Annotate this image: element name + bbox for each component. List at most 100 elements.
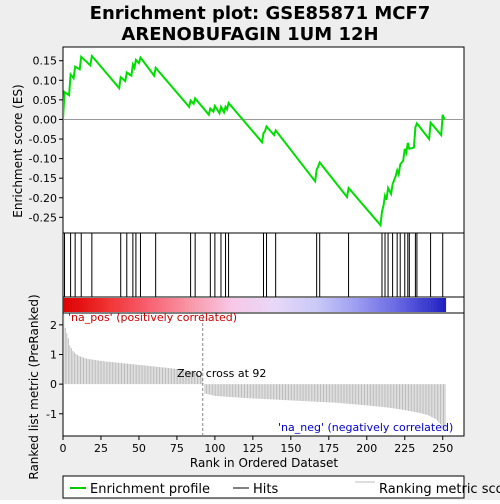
gradient-segment (365, 298, 368, 312)
gradient-segment (391, 298, 393, 312)
gradient-segment (211, 298, 214, 312)
gradient-segment (251, 298, 254, 312)
gradient-segment (84, 298, 87, 312)
gradient-segment (413, 298, 416, 312)
gradient-segment (426, 298, 428, 312)
gradient-segment (277, 298, 279, 312)
gradient-segment (140, 298, 143, 312)
gradient-segment (157, 298, 159, 312)
gradient-segment (409, 298, 412, 312)
gradient-segment (418, 298, 421, 312)
gradient-segment (363, 298, 366, 312)
gradient-segment (97, 298, 100, 312)
gradient-segment (208, 298, 211, 312)
es-panel (62, 46, 465, 234)
x-tick-label: 200 (356, 442, 377, 455)
gradient-segment (93, 298, 96, 312)
gradient-segment (167, 298, 170, 312)
gradient-segment (394, 298, 396, 312)
gradient-segment (298, 298, 301, 312)
gradient-segment (269, 298, 272, 312)
gradient-segment (347, 298, 349, 312)
gradient-segment (313, 298, 316, 312)
gradient-segment (213, 298, 216, 312)
gradient-segment (372, 298, 375, 312)
gradient-segment (324, 298, 327, 312)
gradient-segment (94, 298, 97, 312)
gradient-segment (339, 298, 342, 312)
gradient-segment (91, 298, 94, 312)
gradient-segment (340, 298, 343, 312)
gradient-segment (438, 298, 440, 312)
metric-y-axis: 2 1 0 -1 (46, 319, 63, 421)
gradient-segment (403, 298, 406, 312)
gradient-segment (252, 298, 255, 312)
legend-entry-label: Ranking metric scores (379, 482, 500, 497)
gradient-segment (64, 298, 67, 312)
gradient-segment (104, 298, 106, 312)
gradient-segment (163, 298, 166, 312)
es-y-tick-label: 0.10 (33, 74, 58, 87)
gradient-segment (389, 298, 392, 312)
gradient-segment (214, 298, 217, 312)
gradient-segment (111, 298, 114, 312)
gradient-segment (63, 298, 65, 312)
gradient-segment (66, 298, 68, 312)
gradient-segment (275, 298, 278, 312)
es-y-tick-label: 0.15 (33, 55, 58, 68)
gradient-segment (430, 298, 433, 312)
gradient-segment (70, 298, 73, 312)
x-tick-label: 150 (280, 442, 301, 455)
gradient-segment (419, 298, 422, 312)
gradient-segment (178, 298, 181, 312)
gradient-segment (328, 298, 331, 312)
gradient-segment (348, 298, 351, 312)
gradient-segment (299, 298, 302, 312)
gradient-segment (122, 298, 125, 312)
gradient-segment (225, 298, 228, 312)
gradient-segment (266, 298, 269, 312)
gradient-segment (357, 298, 360, 312)
gradient-segment (233, 298, 235, 312)
gradient-segment (85, 298, 88, 312)
gradient-segment (351, 298, 354, 312)
gradient-segment (441, 298, 444, 312)
gradient-segment (359, 298, 362, 312)
x-axis: 0 25 50 75 100 125 150 175 200 225 250 (60, 436, 453, 455)
gradient-segment (397, 298, 399, 312)
gradient-segment (79, 298, 82, 312)
gradient-segment (179, 298, 182, 312)
gradient-segment (377, 298, 380, 312)
gradient-segment (404, 298, 407, 312)
gradient-segment (432, 298, 434, 312)
gradient-segment (261, 298, 264, 312)
gradient-segment (76, 298, 79, 312)
gradient-segment (410, 298, 413, 312)
gradient-segment (143, 298, 146, 312)
gradient-segment (73, 298, 76, 312)
x-tick-label: 175 (318, 442, 339, 455)
gradient-segment (230, 298, 232, 312)
gradient-segment (164, 298, 167, 312)
gradient-segment (246, 298, 249, 312)
gradient-segment (375, 298, 378, 312)
chart-title-line2: ARENOBUFAGIN 1UM 12H (121, 24, 378, 45)
zero-cross-label: Zero cross at 92 (177, 367, 266, 380)
gradient-segment (120, 298, 123, 312)
gradient-segment (243, 298, 246, 312)
gradient-segment (392, 298, 395, 312)
gradient-segment (386, 298, 389, 312)
gradient-segment (198, 298, 201, 312)
gradient-segment (192, 298, 194, 312)
gradient-segment (169, 298, 172, 312)
gradient-segment (265, 298, 267, 312)
gradient-segment (227, 298, 229, 312)
gradient-segment (274, 298, 276, 312)
gradient-segment (129, 298, 132, 312)
gradient-segment (380, 298, 383, 312)
metric-y-tick-label: 0 (50, 378, 57, 391)
gradient-segment (99, 298, 102, 312)
gradient-segment (117, 298, 120, 312)
gradient-segment (135, 298, 138, 312)
